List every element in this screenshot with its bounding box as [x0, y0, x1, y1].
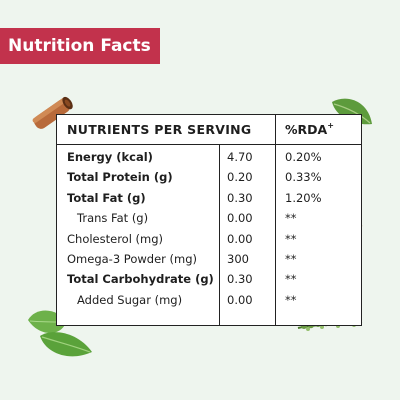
nutrient-value: 0.00 — [227, 292, 253, 307]
nutrient-value: 300 — [227, 251, 249, 266]
leaf-icon — [332, 98, 372, 125]
table-row: Energy (kcal) 4.70 0.20% — [57, 148, 361, 168]
table-row: Total Protein (g) 0.20 0.33% — [57, 168, 361, 188]
table-row: Trans Fat (g) 0.00 ** — [57, 209, 361, 229]
nutrient-value: 0.30 — [227, 272, 253, 287]
nutrient-value: 0.20 — [227, 170, 253, 185]
nutrient-rda: 1.20% — [285, 190, 322, 205]
column-divider — [275, 115, 276, 325]
nutrient-rda: 0.33% — [285, 170, 322, 185]
nutrient-name: Total Protein (g) — [67, 170, 173, 185]
table-row: Added Sugar (mg) 0.00 ** — [57, 291, 361, 311]
nutrient-rda: ** — [285, 251, 297, 266]
cinnamon-stick-icon — [32, 96, 73, 129]
header-rda: %RDA+ — [285, 121, 334, 138]
nutrient-rda: ** — [285, 272, 297, 287]
column-divider — [219, 145, 220, 325]
nutrient-name: Cholesterol (mg) — [67, 231, 164, 246]
header-rda-label: %RDA — [285, 122, 328, 138]
nutrient-name: Omega-3 Powder (mg) — [67, 251, 197, 266]
nutrition-facts-banner: Nutrition Facts — [0, 28, 160, 64]
table-row: Cholesterol (mg) 0.00 ** — [57, 230, 361, 250]
table-row: Total Carbohydrate (g) 0.30 ** — [57, 270, 361, 290]
nutrient-rda: ** — [285, 292, 297, 307]
table-row: Omega-3 Powder (mg) 300 ** — [57, 250, 361, 270]
nutrient-name: Trans Fat (g) — [77, 211, 149, 226]
nutrient-name: Energy (kcal) — [67, 150, 153, 164]
nutrient-value: 4.70 — [227, 150, 253, 164]
nutrition-table: NUTRIENTS PER SERVING %RDA+ Energy (kcal… — [56, 114, 362, 326]
nutrient-rda: ** — [285, 231, 297, 246]
table-row: Total Fat (g) 0.30 1.20% — [57, 189, 361, 209]
table-header: NUTRIENTS PER SERVING %RDA+ — [57, 115, 361, 145]
nutrient-name: Total Fat (g) — [67, 190, 146, 205]
nutrient-rda: ** — [285, 211, 297, 226]
header-nutrients-per-serving: NUTRIENTS PER SERVING — [67, 122, 252, 137]
nutrient-value: 0.00 — [227, 231, 253, 246]
nutrient-rda: 0.20% — [285, 150, 322, 164]
header-rda-sup: + — [327, 121, 334, 130]
nutrient-name: Added Sugar (mg) — [77, 292, 183, 307]
table-body: Energy (kcal) 4.70 0.20% Total Protein (… — [57, 148, 361, 311]
nutrient-value: 0.30 — [227, 190, 253, 205]
nutrient-name: Total Carbohydrate (g) — [67, 272, 214, 287]
nutrient-value: 0.00 — [227, 211, 253, 226]
